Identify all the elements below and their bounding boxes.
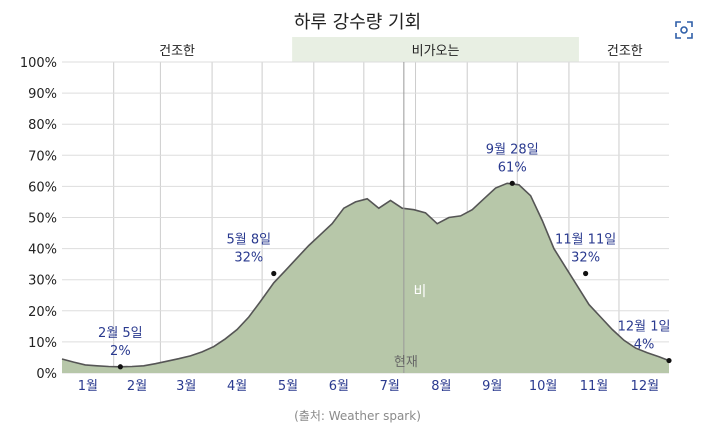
annotation-date: 5월 8일	[226, 232, 271, 247]
x-tick-label: 9월	[482, 379, 502, 394]
season-label-1: 비가오는	[412, 44, 460, 59]
x-tick-label: 8월	[431, 379, 451, 394]
x-tick-label: 3월	[176, 379, 196, 394]
x-tick-label: 5월	[278, 379, 298, 394]
y-tick-label: 100%	[20, 56, 57, 71]
annotation-point	[509, 180, 515, 186]
annotation-date: 9월 28일	[486, 142, 539, 157]
season-label-0: 건조한	[159, 44, 195, 59]
y-tick-label: 60%	[28, 180, 57, 195]
series-area-rain	[62, 183, 669, 373]
area-label: 비	[414, 284, 427, 300]
annotation-point	[117, 364, 123, 370]
x-tick-label: 4월	[227, 379, 247, 394]
season-band-wet	[292, 37, 579, 62]
chart-source: (출처: Weather spark)	[294, 409, 421, 423]
annotation-point	[666, 357, 672, 364]
annotation-value: 32%	[571, 250, 600, 265]
y-tick-label: 80%	[28, 118, 57, 133]
y-tick-label: 50%	[28, 212, 57, 227]
x-tick-label: 1월	[78, 379, 98, 394]
annotation-value: 61%	[498, 160, 527, 175]
annotation-date: 12월 1일	[618, 320, 671, 335]
series-line-rain	[61, 182, 670, 368]
y-tick-label: 90%	[28, 87, 57, 102]
annotation-date: 11월 11일	[555, 232, 616, 247]
x-tick-label: 11월	[580, 379, 609, 394]
annotation-value: 2%	[110, 344, 131, 359]
y-tick-label: 0%	[36, 367, 57, 382]
annotation-value: 32%	[234, 250, 263, 265]
x-tick-label: 6월	[329, 379, 349, 394]
annotation-point	[271, 270, 277, 277]
y-tick-label: 30%	[28, 274, 57, 289]
season-label-2: 건조한	[607, 44, 643, 59]
x-tick-label: 7월	[380, 379, 400, 394]
now-label: 현재	[394, 355, 418, 370]
focus-icon	[675, 21, 693, 39]
x-tick-label: 2월	[127, 379, 147, 394]
x-tick-label: 10월	[529, 379, 558, 394]
x-tick-label: 12월	[631, 379, 660, 394]
y-tick-label: 70%	[28, 149, 57, 164]
annotation-value: 4%	[634, 338, 655, 353]
chart-title: 하루 강수량 기회	[293, 12, 422, 33]
annotation-date: 2월 5일	[98, 326, 143, 341]
y-tick-label: 40%	[28, 243, 57, 258]
y-tick-label: 10%	[28, 336, 57, 351]
y-tick-label: 20%	[28, 305, 57, 320]
annotation-point	[583, 270, 589, 277]
focus-button[interactable]	[674, 20, 694, 40]
